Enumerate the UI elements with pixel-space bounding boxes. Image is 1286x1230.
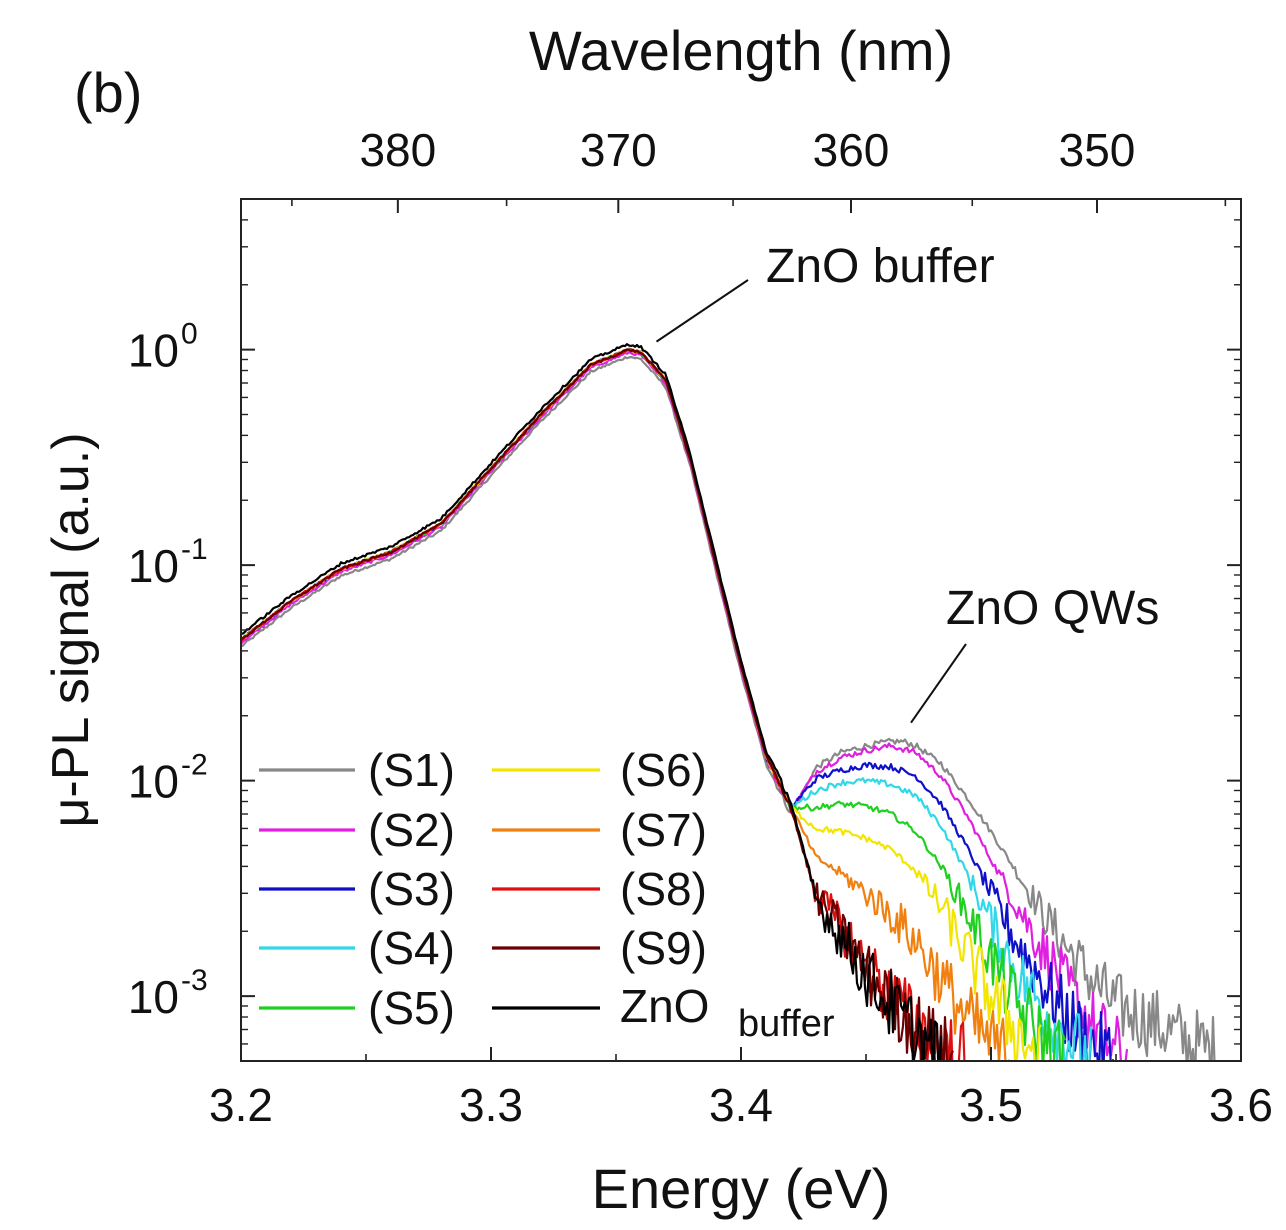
legend-label: (S3): [368, 863, 455, 915]
legend-label: (S4): [368, 922, 455, 974]
x-tick-label: 3.6: [1209, 1079, 1273, 1131]
y-tick-label-exponent: -3: [181, 964, 208, 997]
x-tick-label: 3.5: [959, 1079, 1023, 1131]
legend-label: (S5): [368, 982, 455, 1034]
annotation-zno-qws: ZnO QWs: [946, 582, 1159, 635]
legend-label-subscript: buffer: [738, 1003, 835, 1045]
y-tick-label-exponent: -2: [181, 749, 208, 782]
series-layer: [241, 343, 1216, 1061]
y-tick-label: 10: [128, 325, 179, 377]
legend-label: (S1): [368, 744, 455, 796]
x-tick-label: 3.2: [209, 1079, 273, 1131]
annotation-leader-qws: [910, 643, 967, 724]
series-line-9: [241, 348, 954, 1061]
legend: (S1) (S2) (S3) (S4) (S5) (S6) (S7) (S8) (S9) ZnO b…: [259, 744, 835, 1045]
annotation-leader-buffer: [655, 279, 749, 343]
y-tick-label: 10: [128, 540, 179, 592]
series-line-10: [241, 343, 943, 1061]
x-tick-label: 3.4: [709, 1079, 773, 1131]
y-axis-title: μ-PL signal (a.u.): [42, 432, 100, 827]
x-tick-label: 3.3: [459, 1079, 523, 1131]
legend-label: (S8): [620, 863, 707, 915]
x2-tick-label: 370: [580, 124, 657, 176]
panel-label: (b): [74, 61, 142, 124]
legend-label: ZnO: [620, 980, 709, 1032]
y-tick-label: 10: [128, 756, 179, 808]
x-axis-title: Energy (eV): [592, 1157, 891, 1220]
y-tick-label-exponent: 0: [181, 318, 198, 351]
y-tick-label: 10: [128, 971, 179, 1023]
legend-label: (S9): [620, 922, 707, 974]
legend-label: (S2): [368, 804, 455, 856]
annotations: ZnO buffer ZnO QWs: [655, 240, 1159, 724]
x2-tick-label: 350: [1059, 124, 1136, 176]
x2-tick-label: 380: [359, 124, 436, 176]
legend-label: (S6): [620, 744, 707, 796]
x2-axis-title: Wavelength (nm): [529, 19, 953, 82]
annotation-zno-buffer: ZnO buffer: [766, 240, 995, 293]
y-tick-label-exponent: -1: [181, 533, 208, 566]
legend-label: (S7): [620, 804, 707, 856]
x2-tick-label: 360: [813, 124, 890, 176]
